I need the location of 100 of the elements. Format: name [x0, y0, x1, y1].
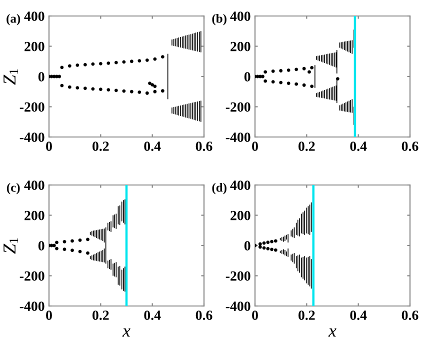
point: [86, 238, 90, 242]
x-tick-label: 0.2: [298, 310, 315, 320]
point: [266, 240, 270, 244]
point: [160, 89, 164, 93]
point: [310, 84, 314, 88]
y-tick-label: -200: [20, 271, 44, 281]
chart-title: (b): [212, 14, 226, 26]
point: [60, 66, 64, 70]
point: [122, 60, 126, 64]
y-tick-label: -200: [226, 271, 250, 281]
x-axis-title: x: [328, 328, 336, 337]
point: [271, 80, 275, 84]
point: [153, 57, 157, 61]
point: [308, 70, 311, 74]
point: [153, 90, 157, 94]
point: [274, 239, 278, 243]
y-tick-label: 400: [230, 12, 250, 21]
point: [264, 79, 268, 83]
point: [258, 242, 262, 246]
point: [261, 74, 264, 78]
x-tick-label: 0.4: [350, 310, 367, 320]
y-tick-label: 0: [244, 72, 250, 82]
point: [91, 62, 95, 66]
point: [98, 88, 102, 92]
x-tick-label: 0: [46, 310, 52, 320]
y-tick-label: -400: [226, 302, 250, 311]
point: [62, 248, 66, 251]
x-tick-label: 0.2: [92, 310, 109, 320]
point: [138, 59, 142, 62]
point: [83, 86, 87, 90]
y-tick-label: 200: [24, 210, 44, 220]
x-tick-label: 0.6: [402, 310, 418, 320]
point: [286, 68, 290, 72]
y-tick-label: 0: [244, 241, 250, 250]
x-tick-label: 0.6: [196, 142, 212, 151]
point: [138, 90, 142, 94]
y-tick-label: -400: [226, 132, 250, 142]
point: [114, 88, 118, 92]
x-tick-label: 0.6: [196, 310, 212, 320]
y-axis-title: Z$_{1}$: [4, 69, 18, 85]
point: [286, 82, 290, 86]
point: [130, 60, 134, 64]
x-tick-label: 0.2: [92, 142, 109, 151]
y-tick-label: 200: [24, 42, 44, 52]
y-tick-label: 200: [230, 210, 250, 220]
y-tick-label: -400: [20, 132, 44, 142]
x-axis-title: x: [122, 328, 130, 337]
x-tick-label: 0.4: [144, 142, 161, 151]
x-tick-label: 0: [252, 310, 258, 320]
point: [106, 61, 110, 65]
point: [262, 241, 266, 245]
x-tick-label: 0: [46, 142, 52, 151]
point: [83, 63, 87, 66]
y-tick-label: 200: [230, 42, 250, 52]
point: [55, 240, 58, 244]
point: [60, 84, 64, 88]
point: [264, 70, 268, 74]
point: [294, 68, 298, 72]
x-tick-label: 0.2: [298, 142, 315, 151]
point: [55, 246, 58, 250]
point: [106, 88, 110, 92]
x-tick-label: 0.4: [350, 142, 367, 151]
point: [70, 248, 74, 252]
point: [279, 80, 283, 84]
point: [70, 239, 74, 243]
point: [153, 84, 157, 88]
point: [68, 85, 72, 89]
y-tick-label: -200: [20, 102, 44, 112]
y-tick-label: 400: [24, 180, 44, 190]
chart-title: (c): [6, 182, 20, 194]
y-tick-label: 400: [24, 12, 44, 21]
y-axis-title: Z$_{1}$: [4, 238, 18, 254]
point: [98, 62, 102, 66]
point: [62, 240, 66, 244]
point: [302, 66, 306, 70]
point: [262, 246, 266, 250]
y-tick-label: 400: [230, 180, 250, 190]
point: [145, 91, 149, 95]
point: [78, 238, 82, 242]
point: [52, 244, 56, 248]
point: [258, 245, 262, 249]
point: [271, 70, 275, 73]
point: [266, 246, 270, 250]
point: [114, 60, 118, 64]
point: [68, 64, 72, 68]
point: [274, 248, 278, 252]
point: [336, 77, 340, 80]
y-tick-label: -200: [226, 102, 250, 112]
point: [148, 82, 152, 86]
point: [58, 74, 62, 78]
x-tick-label: 0: [252, 142, 258, 151]
point: [86, 251, 90, 255]
point: [302, 83, 306, 87]
point: [76, 86, 80, 90]
x-tick-label: 0.4: [144, 310, 161, 320]
y-tick-label: -400: [20, 302, 44, 311]
y-tick-label: 0: [38, 241, 44, 250]
point: [150, 83, 154, 87]
point: [270, 240, 274, 244]
point: [270, 248, 274, 252]
